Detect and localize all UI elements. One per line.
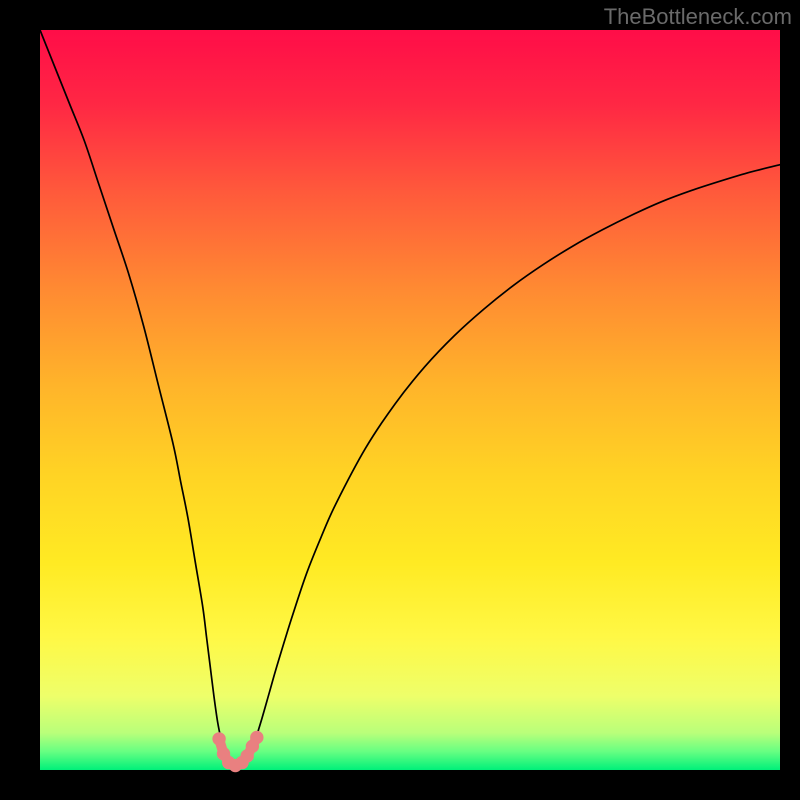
chart-plot-bg xyxy=(40,30,780,770)
watermark-text: TheBottleneck.com xyxy=(604,4,792,30)
chart-root: TheBottleneck.com xyxy=(0,0,800,800)
bottom-marker-cluster-point xyxy=(251,731,263,743)
bottom-marker-cluster-point xyxy=(213,733,225,745)
bottleneck-chart xyxy=(0,0,800,800)
